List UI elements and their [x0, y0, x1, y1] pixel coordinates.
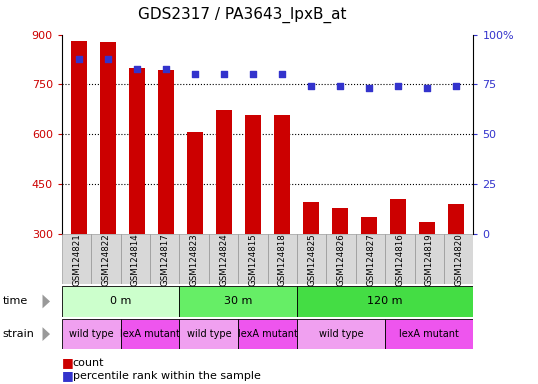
Point [162, 65, 171, 71]
Point [394, 83, 402, 89]
Bar [100, 42, 116, 234]
Bar [216, 111, 232, 234]
Bar [72, 41, 87, 234]
Point [191, 71, 200, 78]
Point [133, 65, 141, 71]
Bar [332, 208, 348, 234]
Text: GSM124825: GSM124825 [307, 233, 316, 286]
Text: 120 m: 120 m [367, 296, 403, 306]
Text: lexA mutant: lexA mutant [238, 329, 298, 339]
Bar [150, 234, 180, 284]
Bar [297, 286, 473, 317]
Bar [91, 234, 121, 284]
Text: 0 m: 0 m [110, 296, 131, 306]
Text: count: count [73, 358, 104, 368]
Bar [238, 319, 297, 349]
Bar [121, 234, 150, 284]
Text: GSM124818: GSM124818 [278, 233, 287, 286]
Text: percentile rank within the sample: percentile rank within the sample [73, 371, 260, 381]
Bar [180, 234, 209, 284]
Text: ■: ■ [62, 369, 74, 382]
Text: GSM124823: GSM124823 [190, 233, 199, 286]
Point [307, 83, 315, 89]
Bar [448, 204, 464, 234]
Bar [62, 234, 91, 284]
Text: GSM124824: GSM124824 [219, 233, 228, 286]
Point [452, 83, 461, 89]
Bar [390, 199, 406, 234]
Text: ■: ■ [62, 356, 74, 369]
Point [104, 55, 112, 61]
Bar [419, 222, 435, 234]
Text: GSM124820: GSM124820 [454, 233, 463, 286]
Text: wild type: wild type [187, 329, 231, 339]
Text: GDS2317 / PA3643_lpxB_at: GDS2317 / PA3643_lpxB_at [138, 7, 346, 23]
Bar [327, 234, 356, 284]
Point [278, 71, 286, 78]
Point [423, 85, 431, 91]
Bar [121, 319, 180, 349]
Point [220, 71, 229, 78]
Bar [238, 234, 268, 284]
Bar [361, 217, 377, 234]
Bar [297, 234, 327, 284]
Polygon shape [43, 295, 50, 308]
Text: 30 m: 30 m [224, 296, 252, 306]
Bar [297, 319, 385, 349]
Point [249, 71, 258, 78]
Bar [274, 115, 290, 234]
Bar [158, 70, 174, 234]
Text: GSM124821: GSM124821 [72, 233, 81, 286]
Text: wild type: wild type [319, 329, 364, 339]
Bar [62, 286, 180, 317]
Text: wild type: wild type [69, 329, 114, 339]
Bar [444, 234, 473, 284]
Text: GSM124815: GSM124815 [249, 233, 258, 286]
Bar [385, 234, 415, 284]
Bar [415, 234, 444, 284]
Text: GSM124816: GSM124816 [395, 233, 405, 286]
Text: GSM124814: GSM124814 [131, 233, 140, 286]
Bar [180, 319, 238, 349]
Bar [209, 234, 238, 284]
Text: GSM124817: GSM124817 [160, 233, 169, 286]
Text: GSM124822: GSM124822 [102, 233, 110, 286]
Text: GSM124827: GSM124827 [366, 233, 375, 286]
Text: GSM124826: GSM124826 [337, 233, 345, 286]
Bar [180, 286, 297, 317]
Bar [385, 319, 473, 349]
Text: lexA mutant: lexA mutant [399, 329, 459, 339]
Bar [356, 234, 385, 284]
Bar [245, 115, 261, 234]
Bar [62, 319, 121, 349]
Text: GSM124819: GSM124819 [425, 233, 434, 286]
Text: strain: strain [3, 329, 34, 339]
Point [336, 83, 344, 89]
Bar [187, 132, 203, 234]
Text: lexA mutant: lexA mutant [120, 329, 180, 339]
Bar [303, 202, 319, 234]
Bar [267, 234, 297, 284]
Point [75, 55, 83, 61]
Text: time: time [3, 296, 28, 306]
Point [365, 85, 373, 91]
Bar [129, 68, 145, 234]
Polygon shape [43, 327, 50, 341]
